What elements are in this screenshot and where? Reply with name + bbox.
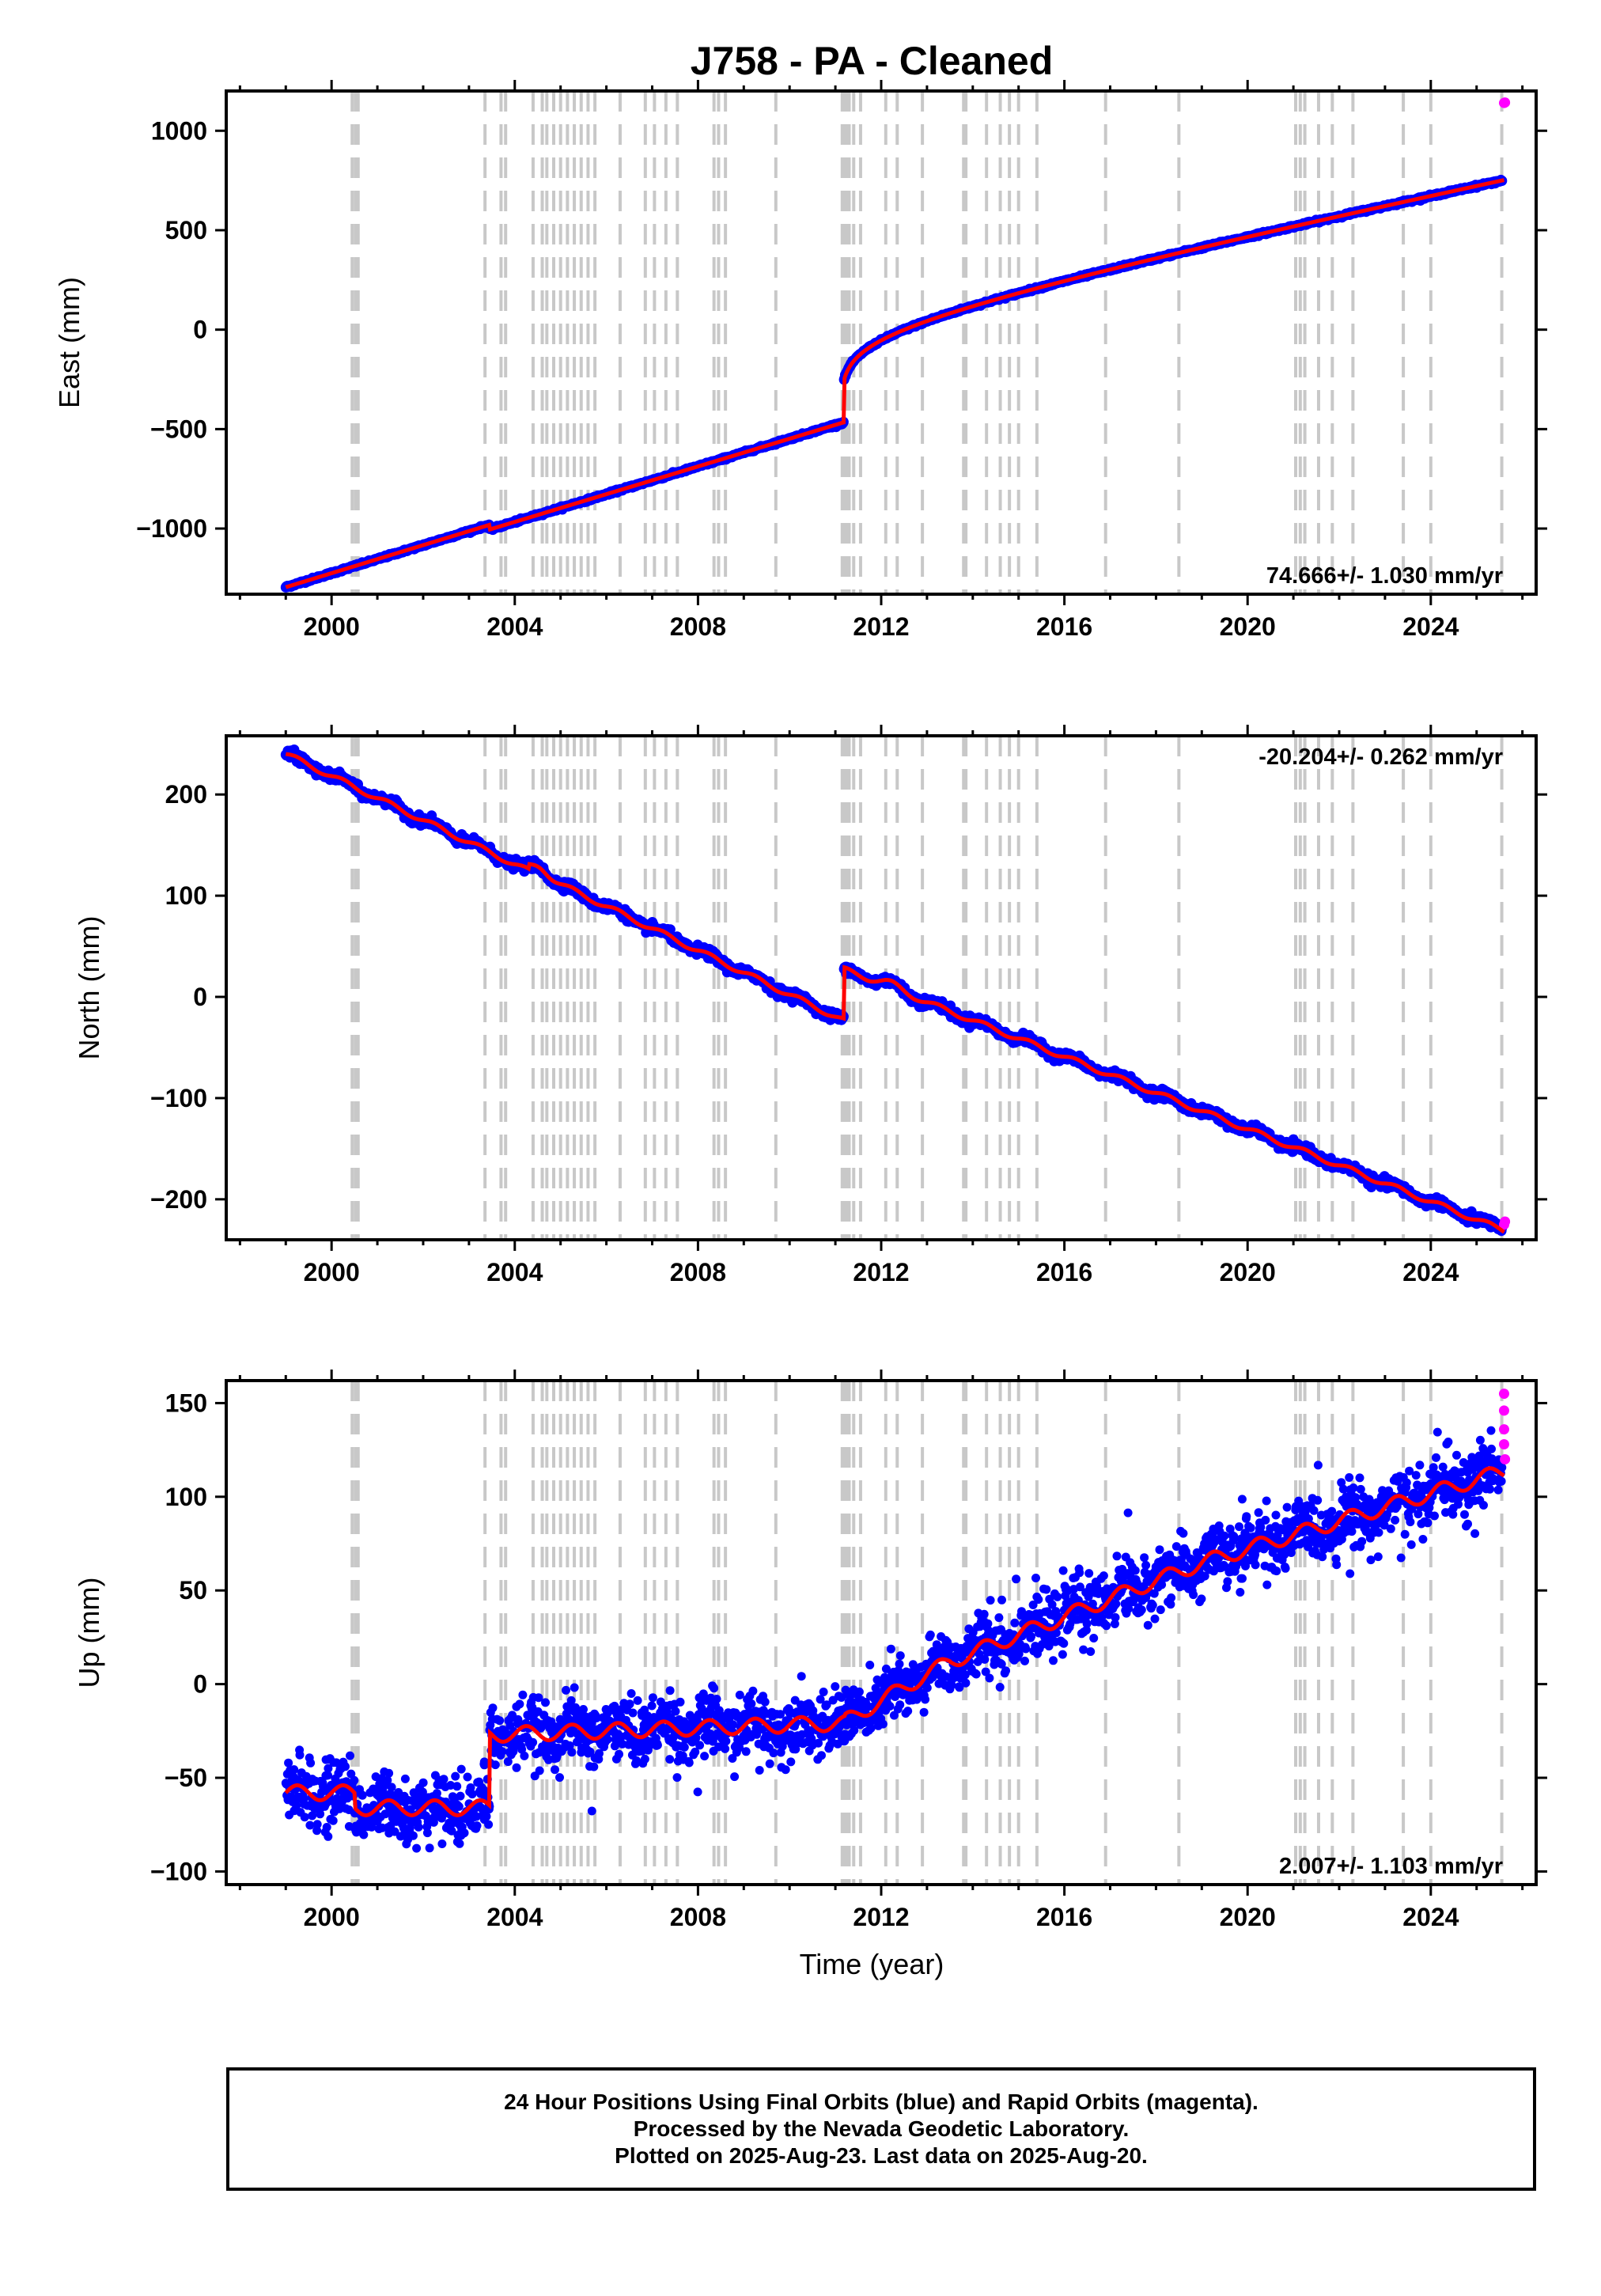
x-tick-label: 2004 [486,612,543,641]
chart-title: J758 - PA - Cleaned [691,39,1054,83]
data-point [292,1801,301,1810]
y-tick-label: 0 [193,316,207,344]
y-axis-north: −200 −100 0 100 200 [150,780,1547,1214]
final-orbit-points-up [281,1426,1507,1853]
x-tick-label: 2024 [1402,612,1459,641]
panel-north: 2000 2004 2008 2012 2016 2020 2024 −200 −100 0 100… [73,725,1547,1286]
x-tick-label: 2020 [1220,1258,1276,1286]
x-tick-label: 2012 [853,1258,909,1286]
y-axis-east: −1000 −500 0 500 1000 [136,116,1547,543]
x-tick-label: 2008 [670,1258,726,1286]
event-lines-east [350,91,1504,594]
x-tick-label: 2024 [1402,1258,1459,1286]
x-tick-label: 2000 [304,1258,360,1286]
rapid-orbit-points-east [1498,97,1511,108]
rapid-orbit-points-north [1498,1216,1511,1230]
event-lines-up [350,1381,1504,1885]
x-tick-label: 2000 [304,612,360,641]
y-tick-label: 100 [165,881,207,910]
rate-label-north: -20.204+/- 0.262 mm/yr [1258,744,1503,770]
rapid-point [1500,1216,1511,1227]
y-tick-label: −100 [150,1084,207,1112]
x-tick-label: 2016 [1036,1258,1092,1286]
x-tick-label: 2004 [486,1258,543,1286]
x-tick-label: 2016 [1036,612,1092,641]
y-tick-label: −1000 [136,514,207,543]
final-orbit-points-east [280,174,1508,593]
x-tick-label: 2012 [853,612,909,641]
y-tick-label: −500 [150,415,207,443]
y-tick-label: 1000 [151,116,207,145]
x-tick-label: 2008 [670,612,726,641]
x-axis-east: 2000 2004 2008 2012 2016 2020 2024 [238,80,1524,641]
x-axis-north: 2000 2004 2008 2012 2016 2020 2024 [238,725,1524,1286]
data-point [284,1758,293,1767]
panel-east: 2000 2004 2008 2012 2016 2020 2024 −1000 −500 0 50… [53,80,1547,641]
model-line-east [285,178,1504,589]
rapid-point [1500,97,1511,108]
y-axis-label-east: East (mm) [53,277,85,408]
rate-label-east: 74.666+/- 1.030 mm/yr [1266,563,1503,589]
event-lines-north [350,736,1504,1240]
x-tick-label: 2020 [1220,612,1276,641]
y-tick-label: 200 [165,780,207,809]
y-tick-label: 500 [165,216,207,244]
panel-up: 2000 2004 2008 2012 2016 2020 2024−100−5005010… [73,1370,1547,1931]
y-tick-label: 0 [193,983,207,1011]
y-tick-label: −200 [150,1185,207,1214]
y-axis-label-north: North (mm) [73,916,105,1060]
model-line-north [285,752,1505,1234]
